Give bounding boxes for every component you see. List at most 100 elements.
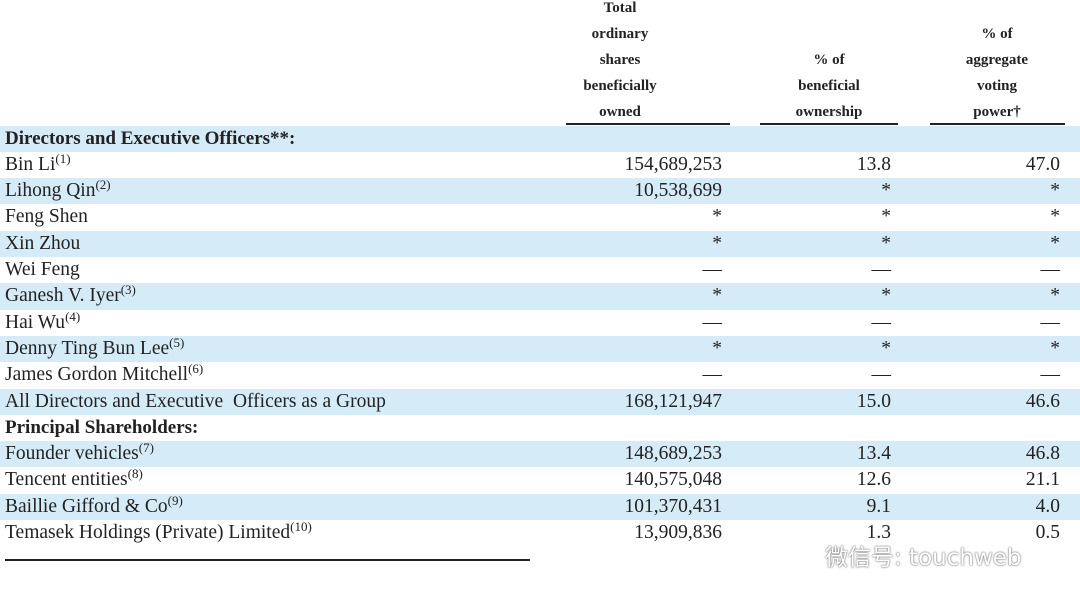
cell-value: — bbox=[702, 364, 723, 386]
table-row: Xin Zhou * * * bbox=[0, 230, 1080, 257]
underline bbox=[930, 123, 1065, 125]
name-text: Principal Shareholders: bbox=[5, 416, 199, 438]
table-row: Ganesh V. Iyer(3) * * * bbox=[0, 283, 1080, 310]
header-line: beneficially bbox=[583, 78, 657, 94]
name-text: Denny Ting Bun Lee bbox=[5, 337, 170, 359]
row-name: Wei Feng bbox=[5, 257, 80, 283]
name-text: Directors and Executive Officers**: bbox=[5, 127, 296, 149]
row-name: Ganesh V. Iyer(3) bbox=[5, 283, 136, 309]
header-line: ordinary bbox=[591, 26, 649, 42]
cell-value: — bbox=[871, 311, 892, 333]
cell-value: * bbox=[1050, 337, 1060, 359]
cell-value: 10,538,699 bbox=[634, 180, 722, 202]
footnote-ref: (7) bbox=[138, 440, 154, 456]
cell-value: * bbox=[712, 285, 722, 307]
name-text: All Directors and Executive Officers as … bbox=[5, 390, 386, 412]
row-name: Hai Wu(4) bbox=[5, 310, 80, 336]
name-text: Tencent entities bbox=[5, 469, 128, 491]
name-text: Xin Zhou bbox=[5, 232, 81, 254]
row-name: Xin Zhou bbox=[5, 231, 80, 257]
row-name: Founder vehicles(7) bbox=[5, 441, 154, 467]
row-name: Temasek Holdings (Private) Limited(10) bbox=[5, 520, 312, 546]
cell-value: — bbox=[1040, 259, 1061, 280]
table-row: Directors and Executive Officers**: bbox=[0, 125, 1080, 152]
cell-value: — bbox=[1040, 364, 1061, 386]
table-row: Hai Wu(4) — — — bbox=[0, 310, 1080, 336]
header-line: ownership bbox=[795, 104, 863, 120]
footnote-ref: (3) bbox=[120, 282, 136, 298]
cell-value: 46.6 bbox=[1025, 390, 1060, 412]
cell-value: 168,121,947 bbox=[624, 390, 723, 412]
table-row: Denny Ting Bun Lee(5) * * * bbox=[0, 335, 1080, 363]
row-name: All Directors and Executive Officers as … bbox=[5, 389, 386, 415]
name-text: Ganesh V. Iyer bbox=[5, 285, 121, 307]
cell-value: * bbox=[881, 206, 891, 228]
cell-value: — bbox=[871, 364, 892, 386]
table-row: Baillie Gifford & Co(9) 101,370,431 9.1 4.0 bbox=[0, 493, 1080, 520]
row-name: Baillie Gifford & Co(9) bbox=[5, 494, 183, 520]
row-name: Lihong Qin(2) bbox=[5, 178, 111, 204]
cell-value: — bbox=[871, 259, 892, 280]
footnote-ref: (2) bbox=[95, 177, 111, 193]
table-row: Principal Shareholders: bbox=[0, 415, 1080, 441]
row-name: Tencent entities(8) bbox=[5, 467, 143, 493]
cell-value: — bbox=[1040, 311, 1061, 333]
cell-value: * bbox=[1050, 180, 1060, 202]
cell-value: * bbox=[1050, 285, 1060, 307]
name-text: Bin Li bbox=[5, 153, 56, 175]
header-line: % of bbox=[813, 52, 845, 68]
cell-value: 47.0 bbox=[1025, 153, 1060, 175]
table-row: Temasek Holdings (Private) Limited(10) 13… bbox=[0, 520, 1080, 546]
table-row: Wei Feng — — — bbox=[0, 257, 1080, 283]
underline bbox=[566, 123, 730, 125]
cell-value: * bbox=[712, 337, 722, 359]
footnote-ref: (1) bbox=[55, 150, 71, 166]
name-text: Temasek Holdings (Private) Limited bbox=[5, 522, 291, 543]
name-text: Lihong Qin bbox=[5, 180, 96, 202]
cell-value: * bbox=[712, 232, 722, 254]
header-line: voting bbox=[976, 78, 1017, 94]
cell-value: * bbox=[712, 206, 722, 228]
cell-value: 0.5 bbox=[1035, 522, 1060, 543]
cell-value: 15.0 bbox=[856, 390, 891, 412]
table-row: All Directors and Executive Officers as … bbox=[0, 388, 1080, 415]
header-line: power† bbox=[973, 104, 1021, 120]
table-row: Founder vehicles(7) 148,689,253 13.4 46.8 bbox=[0, 441, 1080, 468]
table-row: Bin Li(1) 154,689,253 13.8 47.0 bbox=[0, 152, 1080, 178]
name-text: Baillie Gifford & Co bbox=[5, 495, 168, 517]
cell-value: * bbox=[881, 232, 891, 254]
header-line: owned bbox=[599, 104, 641, 120]
footnote-ref: (8) bbox=[127, 466, 143, 482]
table-row: Feng Shen * * * bbox=[0, 204, 1080, 230]
row-name: Directors and Executive Officers**: bbox=[5, 126, 295, 152]
row-name: Principal Shareholders: bbox=[5, 415, 198, 441]
header-line: beneficial bbox=[798, 78, 860, 94]
row-name: Denny Ting Bun Lee(5) bbox=[5, 336, 184, 362]
header-line: % of bbox=[981, 26, 1013, 42]
cell-value: 12.6 bbox=[856, 469, 891, 491]
cell-value: 13.4 bbox=[856, 443, 891, 465]
footnote-ref: (4) bbox=[65, 308, 81, 324]
row-name: Bin Li(1) bbox=[5, 152, 71, 178]
cell-value: 13.8 bbox=[856, 153, 891, 175]
header-line: shares bbox=[599, 52, 641, 68]
cell-value: 4.0 bbox=[1035, 495, 1060, 517]
cell-value: 148,689,253 bbox=[624, 443, 723, 465]
name-text: Founder vehicles bbox=[5, 443, 139, 465]
cell-value: 1.3 bbox=[866, 522, 891, 543]
name-text: Feng Shen bbox=[5, 206, 88, 228]
cell-value: — bbox=[702, 311, 723, 333]
footnote-ref: (6) bbox=[188, 361, 204, 377]
name-text: Hai Wu bbox=[5, 311, 66, 333]
header-line: Total bbox=[603, 0, 637, 16]
cell-value: 13,909,836 bbox=[634, 522, 722, 543]
row-name: James Gordon Mitchell(6) bbox=[5, 362, 203, 388]
cell-value: 140,575,048 bbox=[624, 469, 723, 491]
cell-value: 9.1 bbox=[866, 495, 891, 517]
cell-value: * bbox=[1050, 206, 1060, 228]
cell-value: 46.8 bbox=[1025, 443, 1060, 465]
rule bbox=[5, 559, 530, 561]
name-text: Wei Feng bbox=[5, 259, 80, 280]
cell-value: * bbox=[881, 180, 891, 202]
